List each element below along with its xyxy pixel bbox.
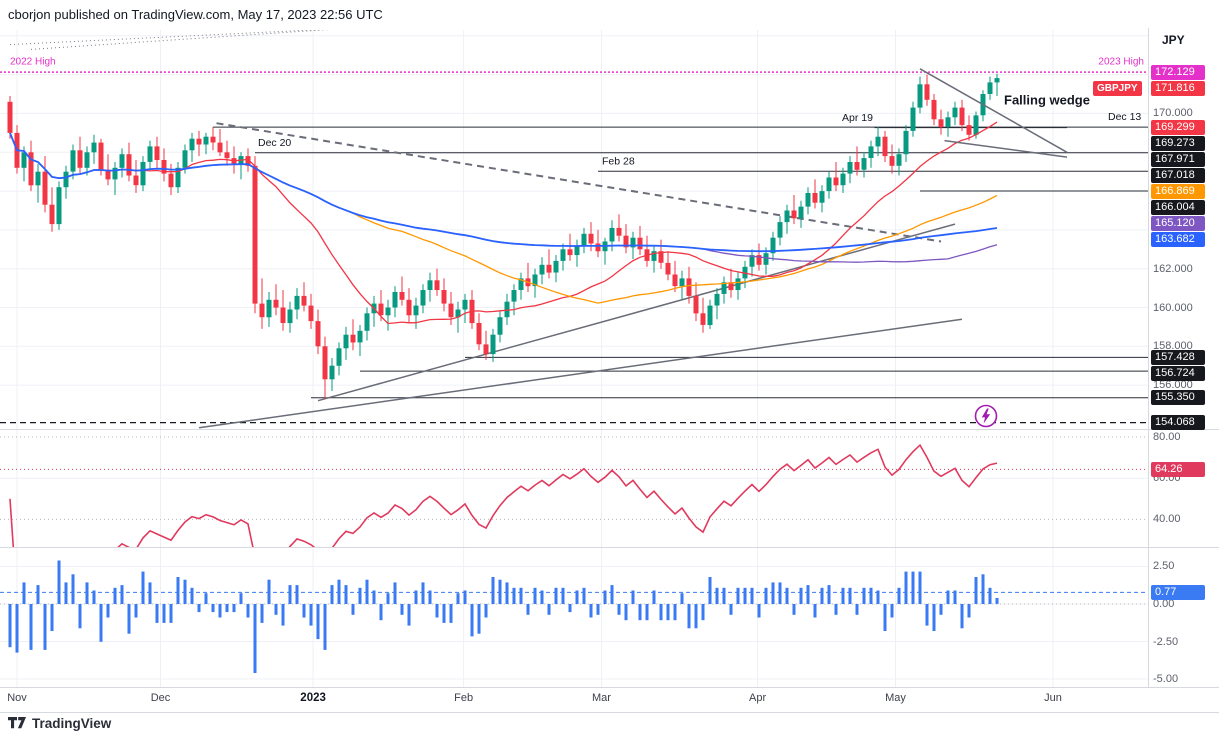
price-level-badge: 157.428 (1151, 349, 1205, 365)
time-axis-label: Jun (1044, 692, 1062, 704)
axis-tick-label: -2.50 (1153, 635, 1179, 648)
tradingview-brand[interactable]: TradingView (32, 716, 112, 731)
svg-text:Feb 28: Feb 28 (602, 156, 635, 168)
price-level-badge: 156.724 (1151, 365, 1205, 381)
axis-border (1148, 28, 1149, 687)
time-axis-label: Mar (592, 692, 611, 704)
price-scale-axis[interactable]: JPY 170.000 162.000 160.000 158.000 156.000 8… (0, 0, 1219, 712)
svg-text:2023 High: 2023 High (1098, 57, 1144, 68)
rsi-grid (0, 430, 1148, 547)
time-axis-label: Nov (7, 692, 27, 704)
time-axis-label: Apr (749, 692, 767, 704)
lightning-bolt-icon (974, 404, 998, 428)
currency-label: JPY (1162, 33, 1185, 47)
rsi-pane-canvas[interactable] (0, 430, 1148, 547)
axis-tick-label: 0.00 (1153, 597, 1175, 610)
price-level-badge: 172.129 (1151, 64, 1205, 80)
axis-tick-label: -5.00 (1153, 673, 1179, 686)
price-level-badge: 154.068 (1151, 415, 1205, 431)
pane-separator (0, 687, 1219, 688)
publish-byline: cborjon published on TradingView.com, Ma… (8, 7, 383, 22)
svg-text:Falling wedge: Falling wedge (1004, 93, 1090, 108)
axis-tick-label: 80.00 (1153, 431, 1181, 443)
footer-bar: TradingView (8, 716, 111, 731)
time-axis-label: May (885, 692, 906, 704)
symbol-name-badge: GBPJPY (1093, 80, 1142, 96)
price-level-badge: 169.299 (1151, 119, 1205, 135)
svg-text:Dec 13: Dec 13 (1108, 111, 1141, 123)
price-grid (0, 30, 1148, 429)
hist-bars (8, 560, 999, 673)
price-level-badge: 167.018 (1151, 167, 1205, 183)
pane-separator (0, 547, 1219, 548)
axis-tick-label: 158.000 (1153, 340, 1193, 353)
ma-20-line (9, 121, 998, 325)
axis-tick-label: 162.000 (1153, 262, 1193, 275)
price-pane-canvas[interactable]: 2022 High 2023 High Dec 13 Apr 19 Dec 20 Feb … (0, 30, 1148, 429)
candles (7, 73, 1000, 399)
histogram-value-badge: 0.77 (1151, 584, 1205, 600)
svg-text:Dec 20: Dec 20 (258, 137, 291, 149)
trendlines-over (919, 68, 1068, 158)
rsi-value-badge: 64.26 (1151, 461, 1205, 477)
trendlines-under (9, 30, 963, 429)
price-level-badge: 166.869 (1151, 183, 1205, 199)
axis-tick-label: 40.00 (1153, 513, 1181, 526)
time-axis-label: 2023 (300, 692, 326, 704)
axis-tick-label: 160.000 (1153, 301, 1193, 314)
price-level-badge: 155.350 (1151, 390, 1205, 406)
axis-tick-label: 156.000 (1153, 379, 1193, 392)
flash-idea-icon[interactable] (974, 404, 998, 428)
time-axis-label: Feb (454, 692, 474, 704)
price-level-badge: 167.971 (1151, 151, 1205, 167)
time-scale-axis[interactable]: Nov Dec 2023 Feb Mar Apr May Jun (0, 687, 1148, 712)
footer-separator (0, 712, 1219, 713)
price-level-badge: 165.120 (1151, 215, 1205, 231)
svg-text:2022 High: 2022 High (10, 57, 56, 68)
rsi-line (9, 443, 998, 547)
svg-text:Apr 19: Apr 19 (842, 112, 873, 124)
axis-tick-label: 2.50 (1153, 560, 1175, 573)
histogram-pane-canvas[interactable] (0, 548, 1148, 687)
price-level-badge: 163.682 (1151, 231, 1205, 247)
pane-separator (0, 429, 1219, 430)
ma-200-line (9, 132, 998, 253)
price-annotations: 2022 High 2023 High Dec 13 Apr 19 Dec 20 Feb … (10, 57, 1144, 168)
price-level-badge: 166.004 (1151, 199, 1205, 215)
time-axis-label: Dec (150, 692, 171, 704)
price-level-badge: 169.273 (1151, 135, 1205, 151)
axis-tick-label: 170.000 (1153, 107, 1193, 120)
tradingview-logo-icon[interactable] (8, 716, 26, 731)
symbol-price-badge: 171.816 (1151, 80, 1205, 96)
